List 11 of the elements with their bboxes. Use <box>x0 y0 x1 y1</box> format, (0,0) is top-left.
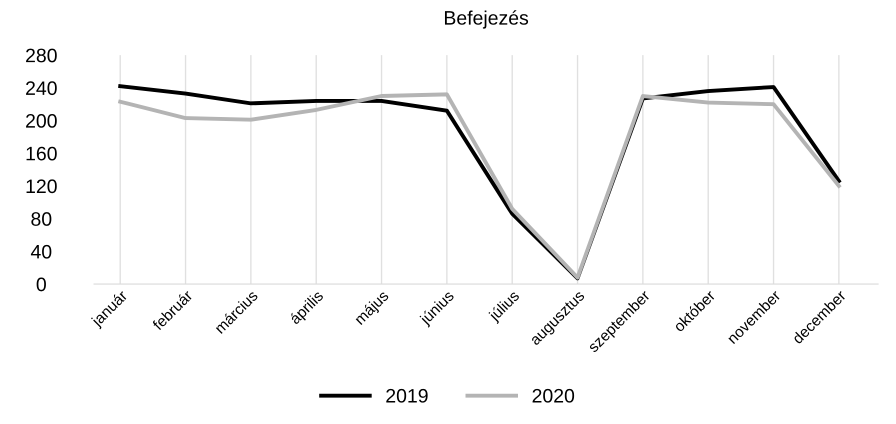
y-tick-label: 40 <box>30 244 52 259</box>
y-tick-label: 280 <box>26 48 57 62</box>
legend-label: 2019 <box>386 388 428 403</box>
y-tick-label: 80 <box>31 212 52 226</box>
y-tick-label: 200 <box>26 114 57 128</box>
y-tick-label: 160 <box>26 146 57 160</box>
y-tick-label: 240 <box>26 81 57 96</box>
legend-label: 2020 <box>532 388 574 403</box>
chart-title: Befejezés <box>444 10 528 29</box>
y-tick-label: 0 <box>36 278 46 292</box>
y-tick-label: 120 <box>26 179 57 194</box>
